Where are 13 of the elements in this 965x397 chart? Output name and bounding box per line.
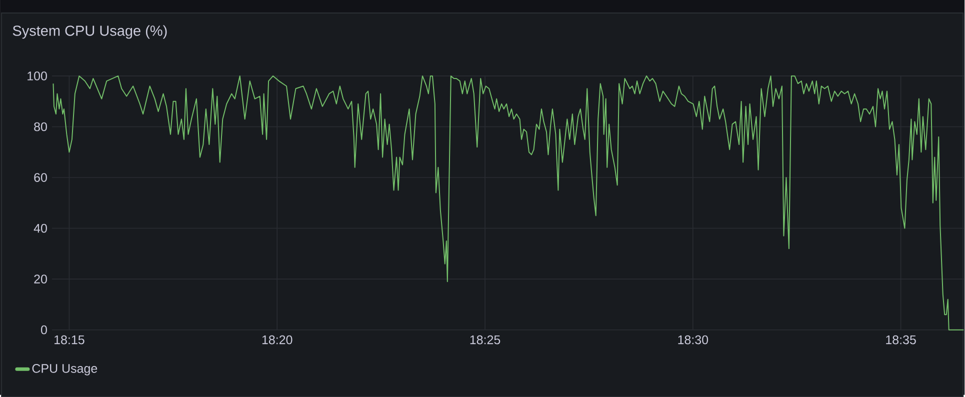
x-tick-label: 18:25 <box>470 335 500 344</box>
y-tick-label: 100 <box>28 71 47 80</box>
x-tick-label: 18:15 <box>54 335 84 344</box>
chart-title: System CPU Usage (%) <box>12 25 167 39</box>
y-tick-label: 80 <box>34 122 47 132</box>
y-tick-label: 40 <box>34 224 47 233</box>
legend-label: CPU Usage <box>32 364 98 376</box>
y-tick-label: 60 <box>34 172 47 182</box>
x-tick-label: 18:35 <box>886 335 916 344</box>
y-tick-label: 0 <box>41 325 47 334</box>
x-tick-label: 18:20 <box>262 335 292 344</box>
y-tick-label: 20 <box>34 274 47 284</box>
x-tick-label: 18:30 <box>678 335 708 344</box>
